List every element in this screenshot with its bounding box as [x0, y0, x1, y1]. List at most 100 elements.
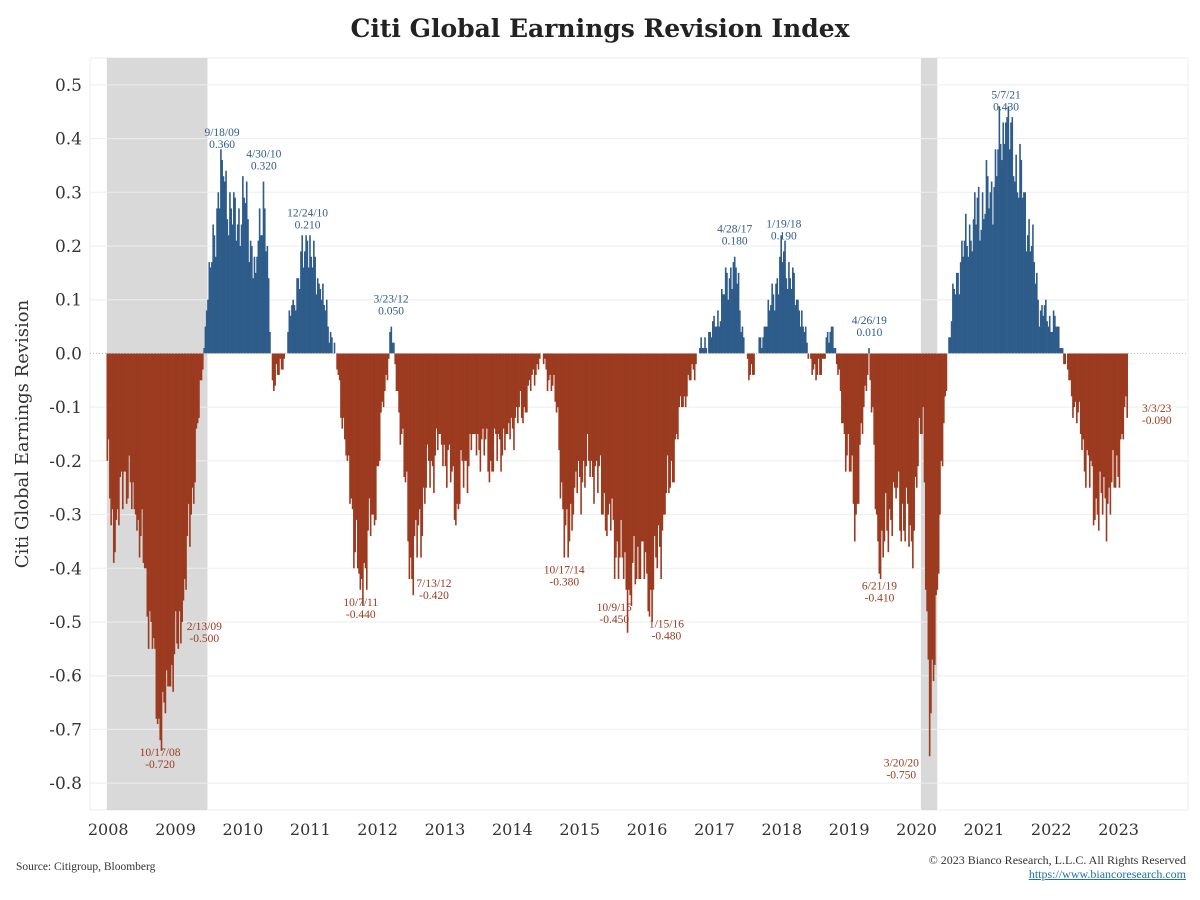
- bar: [957, 272, 959, 354]
- bar: [535, 353, 537, 375]
- bar: [1118, 353, 1121, 488]
- bar: [669, 353, 671, 488]
- bar: [651, 353, 653, 622]
- bar: [1068, 353, 1070, 381]
- bar: [1110, 353, 1113, 483]
- bar: [528, 353, 531, 381]
- chart-title: Citi Global Earnings Revision Index: [350, 14, 850, 43]
- bar: [804, 326, 807, 354]
- bar: [976, 197, 979, 354]
- annotation-date: 4/30/10: [246, 149, 281, 161]
- website-link[interactable]: https://www.biancoresearch.com: [1028, 867, 1186, 881]
- bar: [347, 353, 350, 456]
- bar: [843, 353, 846, 434]
- bar: [545, 353, 548, 370]
- bar: [691, 353, 693, 365]
- bar: [360, 353, 363, 580]
- bar: [660, 353, 662, 580]
- bar: [524, 353, 527, 413]
- bar: [832, 326, 834, 354]
- bar: [426, 353, 429, 445]
- bar: [1116, 353, 1118, 456]
- bar: [668, 353, 670, 494]
- bar: [859, 353, 861, 445]
- bar: [116, 353, 119, 510]
- bar: [640, 353, 643, 542]
- bar: [989, 192, 992, 354]
- bar: [107, 353, 110, 440]
- bar: [394, 353, 396, 365]
- bar: [1074, 353, 1077, 402]
- bar: [710, 337, 713, 354]
- bar: [749, 353, 752, 375]
- bar: [990, 181, 993, 354]
- bar: [400, 353, 403, 434]
- bar: [387, 353, 390, 359]
- bar: [236, 224, 239, 354]
- annotation-value: -0.500: [189, 633, 219, 645]
- bar: [234, 197, 236, 354]
- bar: [411, 353, 413, 580]
- bar: [421, 353, 424, 537]
- bar: [979, 240, 981, 354]
- bar: [263, 208, 266, 354]
- bar: [406, 353, 408, 472]
- bar: [1025, 251, 1028, 354]
- bar: [549, 353, 551, 375]
- bar: [165, 353, 168, 671]
- bar: [762, 337, 764, 354]
- bar: [923, 353, 926, 483]
- annotation-date: 9/18/09: [204, 127, 239, 139]
- bar: [1114, 353, 1117, 488]
- bar: [816, 353, 819, 375]
- bar: [742, 337, 745, 354]
- bar: [124, 353, 127, 472]
- bar: [997, 149, 999, 354]
- annotation-value: -0.410: [865, 593, 895, 605]
- bar: [1092, 353, 1095, 526]
- bar: [838, 353, 841, 370]
- bar: [171, 353, 173, 665]
- bar: [709, 331, 711, 354]
- bar: [217, 192, 220, 354]
- y-tick-label: 0.4: [55, 130, 82, 150]
- bar: [455, 353, 457, 526]
- bar: [863, 353, 865, 408]
- bar: [926, 353, 928, 612]
- bar: [1021, 197, 1024, 354]
- bar: [461, 353, 464, 461]
- bar: [896, 353, 899, 488]
- bar: [884, 353, 887, 494]
- bar: [986, 176, 989, 354]
- bar: [611, 353, 613, 499]
- bar: [903, 353, 905, 531]
- bar: [391, 342, 394, 354]
- bar: [1086, 353, 1088, 451]
- bar: [1109, 353, 1112, 515]
- bar: [941, 353, 944, 467]
- bar: [209, 267, 212, 354]
- bar: [172, 353, 174, 692]
- bar: [877, 353, 879, 542]
- annotation-value: 0.430: [993, 101, 1019, 113]
- bar: [930, 353, 932, 714]
- bar: [825, 337, 828, 354]
- bar: [433, 353, 435, 494]
- bar: [495, 353, 497, 434]
- bar: [489, 353, 492, 461]
- bar: [653, 353, 656, 537]
- bar: [221, 160, 223, 354]
- bar: [260, 235, 262, 354]
- bar: [613, 353, 616, 580]
- bar: [529, 353, 532, 392]
- bar: [612, 353, 615, 520]
- bar: [580, 353, 582, 515]
- bar: [446, 353, 448, 488]
- bar: [679, 353, 682, 397]
- bar: [786, 288, 789, 354]
- bar: [282, 353, 284, 370]
- bar: [661, 353, 664, 531]
- bar: [785, 278, 788, 354]
- bar: [558, 353, 560, 451]
- bar: [136, 353, 138, 531]
